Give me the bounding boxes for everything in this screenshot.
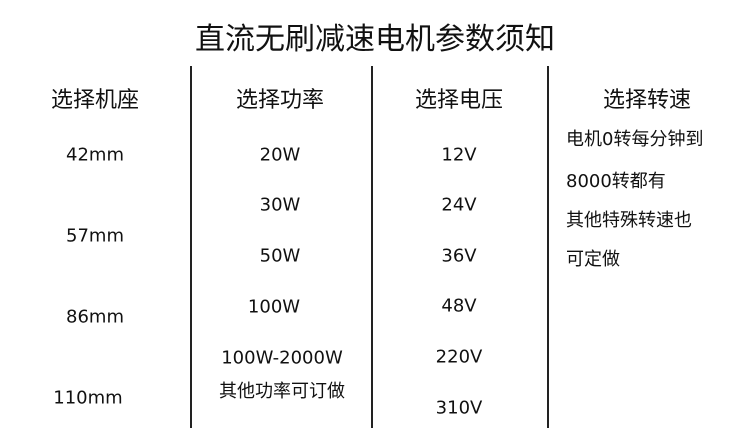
column-divider: [547, 66, 549, 428]
speed-note-line: 8000转都有: [566, 171, 666, 192]
power-value: 50W: [259, 245, 301, 267]
power-value: 20W: [259, 144, 301, 166]
power-value: 100W: [247, 296, 301, 318]
power-value: 30W: [259, 194, 301, 216]
voltage-value: 36V: [441, 245, 477, 267]
frame-size-value: 42mm: [66, 144, 124, 166]
speed-note-line: 可定做: [566, 249, 620, 270]
power-value: 其他功率可订做: [219, 381, 345, 402]
speed-note-line: 电机0转每分钟到: [566, 129, 704, 150]
frame-size-value: 86mm: [66, 306, 124, 328]
page-title: 直流无刷减速电机参数须知: [195, 22, 555, 57]
header-power: 选择功率: [235, 88, 325, 113]
power-value: 100W-2000W: [221, 347, 343, 369]
column-divider: [371, 66, 373, 428]
header-speed: 选择转速: [602, 88, 692, 113]
column-divider: [190, 66, 192, 428]
header-frame-size: 选择机座: [50, 88, 140, 113]
voltage-value: 12V: [441, 144, 477, 166]
voltage-value: 24V: [441, 194, 477, 216]
voltage-value: 220V: [435, 346, 483, 368]
voltage-value: 48V: [441, 295, 477, 317]
voltage-value: 310V: [435, 397, 483, 419]
header-voltage: 选择电压: [414, 88, 504, 113]
speed-note-line: 其他特殊转速也: [566, 210, 692, 231]
frame-size-value: 57mm: [66, 225, 124, 247]
frame-size-value: 110mm: [53, 387, 123, 409]
